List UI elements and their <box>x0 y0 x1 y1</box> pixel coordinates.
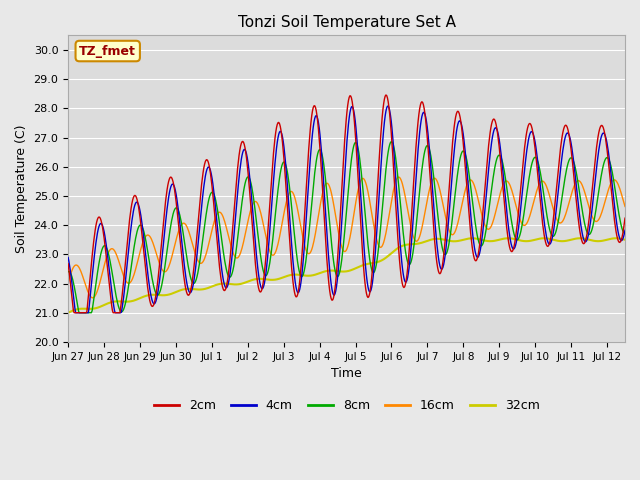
16cm <box>64 280 72 286</box>
16cm <box>479 215 486 221</box>
16cm <box>465 178 473 183</box>
Legend: 2cm, 4cm, 8cm, 16cm, 32cm: 2cm, 4cm, 8cm, 16cm, 32cm <box>148 394 545 417</box>
16cm <box>324 180 332 186</box>
8cm <box>387 139 395 144</box>
32cm <box>323 268 330 274</box>
16cm <box>395 174 403 180</box>
Y-axis label: Soil Temperature (C): Soil Temperature (C) <box>15 124 28 253</box>
32cm <box>67 309 74 314</box>
8cm <box>324 196 332 202</box>
Line: 32cm: 32cm <box>68 238 625 312</box>
8cm <box>621 230 629 236</box>
16cm <box>621 204 629 209</box>
8cm <box>479 241 486 247</box>
4cm <box>479 230 486 236</box>
8cm <box>303 253 310 259</box>
32cm <box>477 237 485 242</box>
X-axis label: Time: Time <box>332 367 362 380</box>
32cm <box>612 235 620 241</box>
Line: 16cm: 16cm <box>68 177 625 298</box>
2cm <box>64 261 72 266</box>
4cm <box>64 254 72 260</box>
8cm <box>64 269 72 275</box>
Line: 2cm: 2cm <box>68 95 625 312</box>
4cm <box>465 193 473 199</box>
8cm <box>76 310 83 315</box>
2cm <box>70 310 78 315</box>
4cm <box>385 103 392 109</box>
16cm <box>303 248 310 254</box>
16cm <box>67 272 74 278</box>
16cm <box>89 295 97 300</box>
32cm <box>64 310 72 315</box>
4cm <box>324 239 332 244</box>
Title: Tonzi Soil Temperature Set A: Tonzi Soil Temperature Set A <box>237 15 456 30</box>
4cm <box>67 268 74 274</box>
Text: TZ_fmet: TZ_fmet <box>79 45 136 58</box>
8cm <box>143 243 150 249</box>
2cm <box>382 92 390 98</box>
2cm <box>465 214 473 219</box>
4cm <box>303 212 310 218</box>
Line: 8cm: 8cm <box>68 142 625 312</box>
8cm <box>465 171 473 177</box>
4cm <box>143 263 150 268</box>
2cm <box>143 278 150 284</box>
Line: 4cm: 4cm <box>68 106 625 312</box>
32cm <box>142 293 150 299</box>
32cm <box>302 273 310 278</box>
8cm <box>67 270 74 276</box>
2cm <box>479 213 486 218</box>
4cm <box>72 310 79 315</box>
2cm <box>67 280 74 286</box>
2cm <box>303 180 310 186</box>
2cm <box>621 216 629 221</box>
4cm <box>621 228 629 233</box>
2cm <box>324 265 332 271</box>
32cm <box>464 236 472 241</box>
32cm <box>621 237 629 242</box>
16cm <box>143 232 150 238</box>
